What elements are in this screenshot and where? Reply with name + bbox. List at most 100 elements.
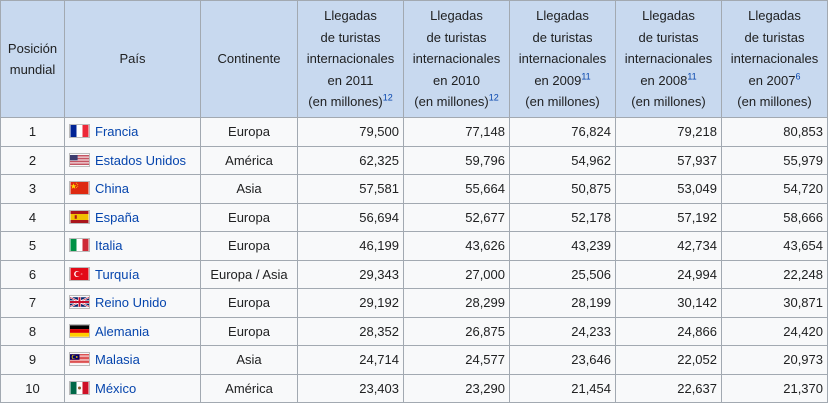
table-row: 9 Malasia Asia 24,714 24,577 23,646 22,052 20,9… (0, 345, 828, 375)
header-rank[interactable]: Posición mundial (0, 0, 65, 118)
arrivals-value-cell: 57,937 (615, 145, 722, 175)
arrivals-value-cell: 23,646 (509, 345, 616, 375)
header-year[interactable]: Llegadas de turistas internacionales en 200… (721, 0, 828, 118)
table-row: 4 España Europa 56,694 52,677 52,178 57,192 58,… (0, 202, 828, 232)
arrivals-value-cell: 53,049 (615, 174, 722, 204)
reference-link[interactable]: 12 (489, 93, 499, 103)
header-year-line: Llegadas (748, 8, 801, 24)
reference-number[interactable]: 6 (795, 71, 801, 82)
country-cell: China (64, 174, 201, 204)
arrivals-value-cell: 28,352 (297, 316, 404, 346)
arrivals-value-cell: 56,694 (297, 202, 404, 232)
header-row: Posición mundial País Continente Llegada… (0, 0, 828, 118)
reference-link[interactable]: 11 (687, 71, 696, 81)
arrivals-value-cell: 23,403 (297, 373, 404, 403)
rank-cell: 9 (0, 345, 65, 375)
arrivals-value-cell: 80,853 (721, 117, 828, 147)
country-cell: Alemania (64, 316, 201, 346)
header-year[interactable]: Llegadas de turistas internacionales en 201… (297, 0, 404, 118)
arrivals-value-cell: 24,994 (615, 259, 722, 289)
table-row: 5 Italia Europa 46,199 43,626 43,239 42,734 43,… (0, 231, 828, 261)
header-year-line: de turistas (744, 29, 805, 45)
reference-link[interactable]: 6 (795, 71, 800, 81)
reference-number[interactable]: 11 (687, 71, 697, 82)
arrivals-value-cell: 62,325 (297, 145, 404, 175)
table-row: 8 Alemania Europa 28,352 26,875 24,233 24,866 2… (0, 316, 828, 346)
spain-flag-icon[interactable] (69, 209, 90, 224)
continent-cell: Europa (200, 231, 298, 261)
reference-number[interactable]: 12 (382, 92, 393, 103)
arrivals-value-cell: 79,218 (615, 117, 722, 147)
reference-link[interactable]: 12 (383, 93, 393, 103)
header-country[interactable]: País (64, 0, 201, 118)
arrivals-value-cell: 42,734 (615, 231, 722, 261)
rank-cell: 5 (0, 231, 65, 261)
arrivals-value-cell: 79,500 (297, 117, 404, 147)
country-cell: Reino Unido (64, 288, 201, 318)
table-row: 10 México América 23,403 23,290 21,454 22,637 2… (0, 373, 828, 403)
country-link[interactable]: España (95, 209, 140, 225)
table-body: 1 Francia Europa 79,500 77,148 76,824 79,218 80… (0, 117, 828, 403)
header-units: (en millones) (414, 94, 489, 110)
uk-flag-icon[interactable] (69, 295, 90, 310)
arrivals-value-cell: 21,454 (509, 373, 616, 403)
country-link[interactable]: Estados Unidos (95, 152, 187, 168)
country-link[interactable]: Reino Unido (95, 295, 167, 311)
country-link[interactable]: México (95, 380, 137, 396)
header-year[interactable]: Llegadas de turistas internacionales en 200… (615, 0, 722, 118)
header-year-line: internacionales (624, 51, 713, 67)
header-year-line: en 2007 (748, 72, 796, 88)
arrivals-value-cell: 77,148 (403, 117, 510, 147)
reference-link[interactable]: 11 (581, 71, 590, 81)
arrivals-value-cell: 24,866 (615, 316, 722, 346)
rank-cell: 4 (0, 202, 65, 232)
arrivals-value-cell: 24,420 (721, 316, 828, 346)
arrivals-value-cell: 54,962 (509, 145, 616, 175)
continent-cell: América (200, 373, 298, 403)
country-link[interactable]: Italia (95, 238, 123, 254)
rank-cell: 10 (0, 373, 65, 403)
arrivals-value-cell: 43,654 (721, 231, 828, 261)
germany-flag-icon[interactable] (69, 323, 90, 338)
header-year-line: Llegadas (642, 8, 695, 24)
arrivals-value-cell: 28,199 (509, 288, 616, 318)
header-units: (en millones) (525, 94, 600, 110)
rank-cell: 1 (0, 117, 65, 147)
arrivals-value-cell: 25,506 (509, 259, 616, 289)
arrivals-value-cell: 22,637 (615, 373, 722, 403)
reference-number[interactable]: 11 (581, 71, 591, 82)
table-row: 3 China Asia 57,581 55,664 50,875 53,049 54,720 (0, 174, 828, 204)
header-units: (en millones) (308, 94, 383, 110)
reference-number[interactable]: 12 (488, 92, 499, 103)
header-year-line: Llegadas (430, 8, 483, 24)
header-year-line: internacionales (306, 51, 395, 67)
france-flag-icon[interactable] (69, 124, 90, 139)
usa-flag-icon[interactable] (69, 152, 90, 167)
country-link[interactable]: Francia (95, 124, 139, 140)
arrivals-value-cell: 54,720 (721, 174, 828, 204)
header-year[interactable]: Llegadas de turistas internacionales en 200… (509, 0, 616, 118)
arrivals-value-cell: 27,000 (403, 259, 510, 289)
country-link[interactable]: China (95, 181, 129, 197)
italy-flag-icon[interactable] (69, 238, 90, 253)
china-flag-icon[interactable] (69, 181, 90, 196)
country-link[interactable]: Alemania (95, 323, 150, 339)
country-link[interactable]: Malasia (95, 352, 140, 368)
header-continent[interactable]: Continente (200, 0, 298, 118)
turkey-flag-icon[interactable] (69, 266, 90, 281)
header-year-line: de turistas (532, 29, 593, 45)
rank-cell: 7 (0, 288, 65, 318)
malaysia-flag-icon[interactable] (69, 352, 90, 367)
header-rank-line: mundial (9, 62, 56, 77)
header-year-line: en 2011 (327, 72, 374, 88)
arrivals-value-cell: 55,979 (721, 145, 828, 175)
arrivals-value-cell: 29,192 (297, 288, 404, 318)
mexico-flag-icon[interactable] (69, 380, 90, 395)
header-year[interactable]: Llegadas de turistas internacionales en 201… (403, 0, 510, 118)
arrivals-value-cell: 58,666 (721, 202, 828, 232)
header-units: (en millones) (737, 94, 812, 110)
country-link[interactable]: Turquía (95, 266, 140, 282)
country-cell: México (64, 373, 201, 403)
arrivals-value-cell: 22,248 (721, 259, 828, 289)
